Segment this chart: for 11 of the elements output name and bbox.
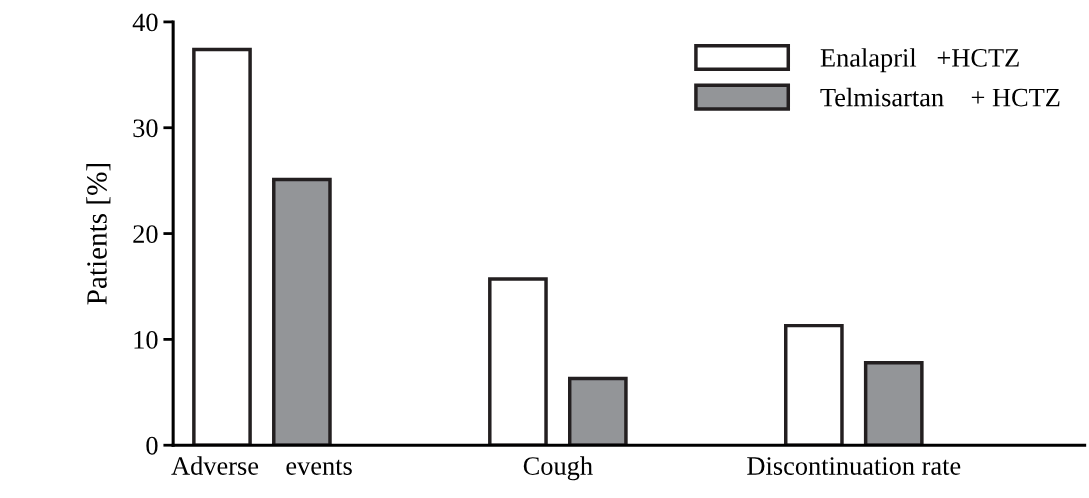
y-tick-label: 10 [134, 330, 158, 349]
y-tick-label: 40 [132, 13, 158, 32]
legend-label: Telmisartan + HCTZ [820, 87, 1060, 107]
y-tick-label: 20 [133, 225, 158, 243]
x-tick-label: Discontinuation rate [747, 457, 961, 475]
y-axis-title: Patients [%] [86, 164, 111, 305]
x-tick-label: Adverse events [171, 456, 352, 475]
y-tick-label: 0 [146, 436, 158, 455]
x-tick-label: Cough [523, 456, 593, 481]
y-tick-label: 30 [133, 119, 158, 138]
legend-label: Enalapril +HCTZ [820, 48, 1019, 73]
